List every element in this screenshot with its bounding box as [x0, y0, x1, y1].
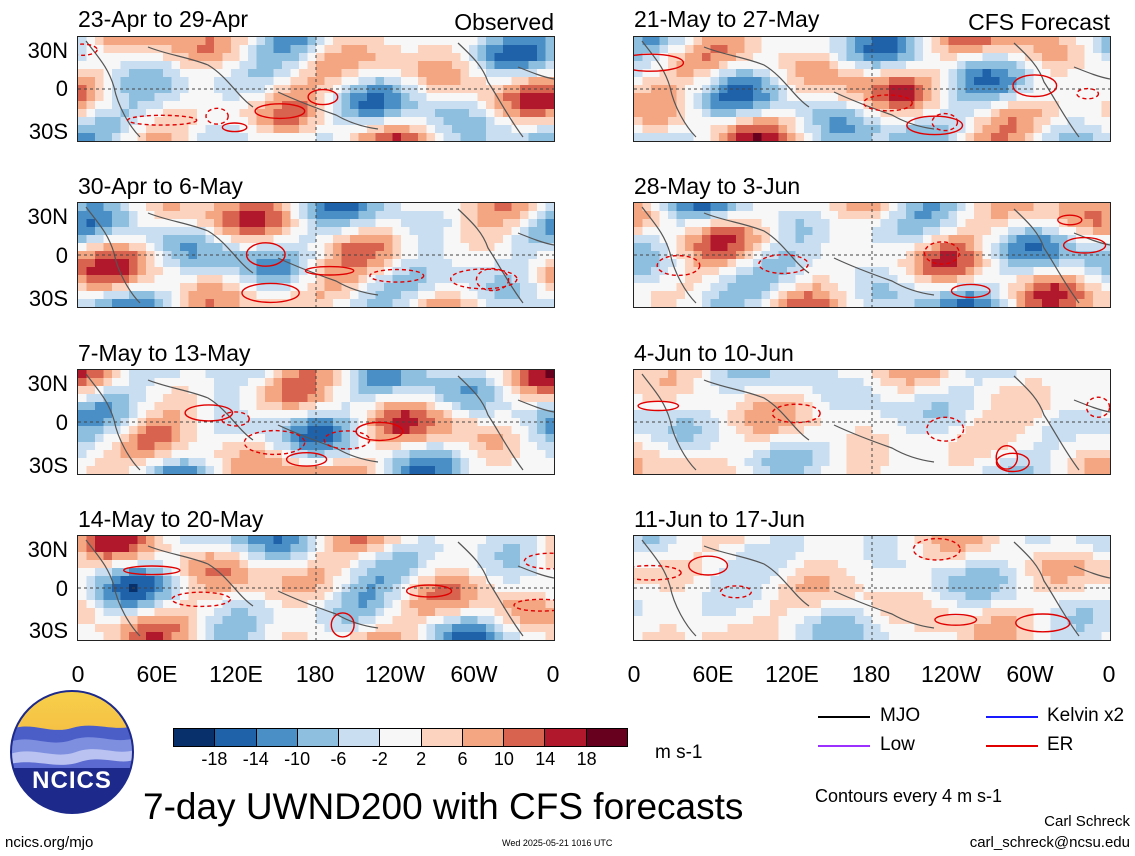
colorbar-swatch	[503, 729, 545, 746]
colorbar-tick-label: 10	[493, 749, 514, 769]
colorbar-tick-label: -6	[330, 749, 347, 769]
map-panel-obs-4	[77, 535, 555, 641]
colorbar-tick-label: 14	[535, 749, 556, 769]
colorbar-swatch	[461, 729, 504, 746]
uwnd-field	[634, 203, 1110, 307]
lon-label: 180	[851, 661, 891, 687]
lat-label-30n: 30N	[27, 204, 68, 229]
map-panel-obs-1	[77, 36, 555, 142]
lat-label-30n: 30N	[27, 537, 68, 562]
lon-label: 60W	[450, 661, 498, 687]
legend-line-mjo	[818, 716, 870, 718]
lat-label-30n: 30N	[27, 38, 68, 63]
main-title: 7-day UWND200 with CFS forecasts	[143, 786, 744, 827]
map-panel-fcst-2	[633, 202, 1111, 308]
panel-title-obs-3: 7-May to 13-May	[78, 340, 251, 366]
uwnd-field	[634, 536, 1110, 640]
cfs-forecast-label: CFS Forecast	[968, 9, 1110, 35]
colorbar-swatch	[379, 729, 421, 746]
map-panel-fcst-1	[633, 36, 1111, 142]
uwnd-field	[78, 37, 554, 141]
colorbar-tick-label: 2	[416, 749, 427, 769]
lon-label: 120W	[920, 661, 982, 687]
colorbar-swatch	[174, 729, 215, 746]
colorbar-unit: m s-1	[655, 742, 703, 763]
uwnd-field	[634, 370, 1110, 474]
legend-label-low: Low	[880, 734, 915, 755]
colorbar-swatch	[585, 729, 627, 746]
colorbar-tick-label: -2	[371, 749, 388, 769]
colorbar-swatch	[420, 729, 462, 746]
map-panel-obs-3	[77, 369, 555, 475]
lon-label: 0	[1102, 661, 1116, 687]
lon-label: 60W	[1006, 661, 1054, 687]
lat-label-0: 0	[55, 410, 68, 435]
panel-title-obs-2: 30-Apr to 6-May	[78, 173, 243, 199]
observed-label: Observed	[454, 9, 554, 35]
legend-label-kelvin: Kelvin x2	[1047, 705, 1125, 726]
lon-label: 0	[627, 661, 641, 687]
panel-title-fcst-2: 28-May to 3-Jun	[634, 173, 801, 199]
legend-label-mjo: MJO	[880, 705, 921, 726]
colorbar-tick-label: 6	[457, 749, 468, 769]
colorbar-swatch	[338, 729, 380, 746]
lon-label: 120E	[209, 661, 263, 687]
colorbar	[173, 728, 628, 747]
uwnd-field	[78, 203, 554, 307]
uwnd-field	[634, 37, 1110, 141]
footer-email[interactable]: carl_schreck@ncsu.edu	[969, 834, 1130, 851]
colorbar-swatch	[544, 729, 586, 746]
colorbar-tick-label: -10	[284, 749, 311, 769]
panel-title-fcst-4: 11-Jun to 17-Jun	[634, 506, 805, 532]
lat-label-0: 0	[55, 76, 68, 101]
colorbar-tick-label: -18	[201, 749, 228, 769]
lon-label: 60E	[692, 661, 734, 687]
lat-label-30s: 30S	[28, 119, 68, 144]
footer-timestamp: Wed 2025-05-21 1016 UTC	[502, 838, 613, 848]
lat-label-30n: 30N	[27, 371, 68, 396]
panel-title-obs-4: 14-May to 20-May	[78, 506, 264, 532]
lat-label-0: 0	[55, 576, 68, 601]
colorbar-swatch	[296, 729, 339, 746]
colorbar-tick-label: -14	[242, 749, 269, 769]
footer-author: Carl Schreck	[1044, 813, 1130, 830]
map-panel-fcst-3	[633, 369, 1111, 475]
colorbar-swatch	[255, 729, 297, 746]
footer-url[interactable]: ncics.org/mjo	[5, 834, 94, 851]
panel-title-fcst-1: 21-May to 27-May	[634, 6, 820, 32]
map-panel-fcst-4	[633, 535, 1111, 641]
uwnd-field	[78, 370, 554, 474]
legend-line-low	[818, 745, 870, 747]
map-panel-obs-2	[77, 202, 555, 308]
lon-label: 180	[295, 661, 335, 687]
colorbar-swatch	[214, 729, 256, 746]
lon-label: 120W	[364, 661, 426, 687]
uwnd-field	[78, 536, 554, 640]
lon-label: 0	[71, 661, 85, 687]
lat-label-30s: 30S	[28, 618, 68, 643]
lon-label: 60E	[136, 661, 178, 687]
lon-label: 0	[546, 661, 560, 687]
lon-label: 120E	[765, 661, 819, 687]
legend-line-er	[986, 745, 1038, 747]
lat-label-0: 0	[55, 243, 68, 268]
lat-label-30s: 30S	[28, 453, 68, 478]
legend-label-er: ER	[1047, 734, 1074, 755]
contour-note: Contours every 4 m s-1	[815, 786, 1003, 806]
ncics-logo: NCICS	[10, 690, 134, 814]
lat-label-30s: 30S	[28, 286, 68, 311]
colorbar-tick-label: 18	[576, 749, 597, 769]
panel-title-fcst-3: 4-Jun to 10-Jun	[634, 340, 794, 366]
legend-line-kelvin	[986, 716, 1038, 718]
ncics-logo-text: NCICS	[32, 767, 112, 794]
panel-title-obs-1: 23-Apr to 29-Apr	[78, 6, 249, 32]
